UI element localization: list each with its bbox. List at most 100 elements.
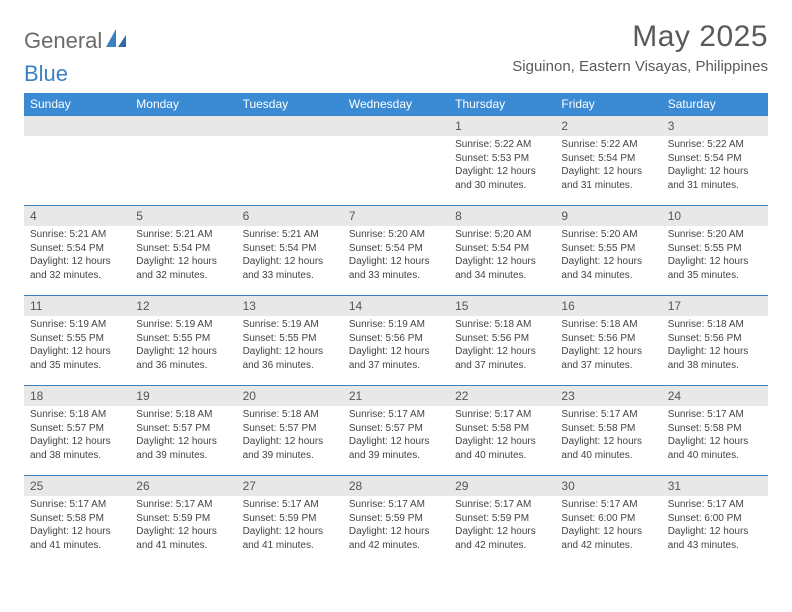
sunset-line: Sunset: 5:59 PM xyxy=(349,512,443,526)
daylight-line: Daylight: 12 hours and 37 minutes. xyxy=(455,345,549,372)
sunrise-line: Sunrise: 5:17 AM xyxy=(30,498,124,512)
calendar-day-cell: 29Sunrise: 5:17 AMSunset: 5:59 PMDayligh… xyxy=(449,476,555,566)
weekday-header: Friday xyxy=(555,93,661,116)
daylight-line: Daylight: 12 hours and 34 minutes. xyxy=(455,255,549,282)
weekday-header: Monday xyxy=(130,93,236,116)
daylight-line: Daylight: 12 hours and 39 minutes. xyxy=(136,435,230,462)
sunrise-line: Sunrise: 5:19 AM xyxy=(136,318,230,332)
day-number: 3 xyxy=(662,116,768,136)
sunrise-line: Sunrise: 5:19 AM xyxy=(30,318,124,332)
daylight-line: Daylight: 12 hours and 32 minutes. xyxy=(30,255,124,282)
calendar-day-cell xyxy=(130,116,236,206)
daylight-line: Daylight: 12 hours and 39 minutes. xyxy=(349,435,443,462)
logo-text-blue: Blue xyxy=(24,61,68,87)
sunset-line: Sunset: 5:59 PM xyxy=(136,512,230,526)
sunrise-line: Sunrise: 5:20 AM xyxy=(561,228,655,242)
sunset-line: Sunset: 5:56 PM xyxy=(455,332,549,346)
day-content: Sunrise: 5:20 AMSunset: 5:55 PMDaylight:… xyxy=(662,226,768,286)
day-number: 1 xyxy=(449,116,555,136)
title-block: May 2025 Siguinon, Eastern Visayas, Phil… xyxy=(512,20,768,75)
sunrise-line: Sunrise: 5:17 AM xyxy=(668,498,762,512)
calendar-day-cell: 5Sunrise: 5:21 AMSunset: 5:54 PMDaylight… xyxy=(130,206,236,296)
day-content: Sunrise: 5:21 AMSunset: 5:54 PMDaylight:… xyxy=(130,226,236,286)
day-number: 11 xyxy=(24,296,130,316)
calendar-day-cell: 22Sunrise: 5:17 AMSunset: 5:58 PMDayligh… xyxy=(449,386,555,476)
sunset-line: Sunset: 5:57 PM xyxy=(349,422,443,436)
calendar-day-cell: 6Sunrise: 5:21 AMSunset: 5:54 PMDaylight… xyxy=(237,206,343,296)
month-title: May 2025 xyxy=(512,20,768,54)
sunset-line: Sunset: 5:58 PM xyxy=(668,422,762,436)
calendar-page: General May 2025 Siguinon, Eastern Visay… xyxy=(0,0,792,586)
day-content xyxy=(24,136,130,142)
daylight-line: Daylight: 12 hours and 39 minutes. xyxy=(243,435,337,462)
weekday-header: Thursday xyxy=(449,93,555,116)
sunrise-line: Sunrise: 5:21 AM xyxy=(243,228,337,242)
calendar-day-cell: 27Sunrise: 5:17 AMSunset: 5:59 PMDayligh… xyxy=(237,476,343,566)
sunrise-line: Sunrise: 5:17 AM xyxy=(136,498,230,512)
sunrise-line: Sunrise: 5:18 AM xyxy=(561,318,655,332)
day-number: 22 xyxy=(449,386,555,406)
day-number: 12 xyxy=(130,296,236,316)
weekday-header: Sunday xyxy=(24,93,130,116)
day-content: Sunrise: 5:17 AMSunset: 6:00 PMDaylight:… xyxy=(555,496,661,556)
calendar-day-cell: 11Sunrise: 5:19 AMSunset: 5:55 PMDayligh… xyxy=(24,296,130,386)
day-number: 30 xyxy=(555,476,661,496)
sunset-line: Sunset: 5:57 PM xyxy=(30,422,124,436)
day-number: 29 xyxy=(449,476,555,496)
sunset-line: Sunset: 5:55 PM xyxy=(136,332,230,346)
sunset-line: Sunset: 5:54 PM xyxy=(455,242,549,256)
weekday-header: Saturday xyxy=(662,93,768,116)
day-number: 16 xyxy=(555,296,661,316)
daylight-line: Daylight: 12 hours and 32 minutes. xyxy=(136,255,230,282)
sunset-line: Sunset: 5:56 PM xyxy=(561,332,655,346)
sunset-line: Sunset: 5:59 PM xyxy=(243,512,337,526)
calendar-day-cell: 19Sunrise: 5:18 AMSunset: 5:57 PMDayligh… xyxy=(130,386,236,476)
sunrise-line: Sunrise: 5:18 AM xyxy=(668,318,762,332)
sunset-line: Sunset: 5:54 PM xyxy=(243,242,337,256)
day-content: Sunrise: 5:18 AMSunset: 5:56 PMDaylight:… xyxy=(449,316,555,376)
day-content: Sunrise: 5:17 AMSunset: 6:00 PMDaylight:… xyxy=(662,496,768,556)
sunrise-line: Sunrise: 5:22 AM xyxy=(561,138,655,152)
calendar-day-cell: 31Sunrise: 5:17 AMSunset: 6:00 PMDayligh… xyxy=(662,476,768,566)
daylight-line: Daylight: 12 hours and 42 minutes. xyxy=(561,525,655,552)
calendar-table: Sunday Monday Tuesday Wednesday Thursday… xyxy=(24,93,768,566)
day-number: 15 xyxy=(449,296,555,316)
sunrise-line: Sunrise: 5:21 AM xyxy=(136,228,230,242)
day-number xyxy=(343,116,449,136)
calendar-body: 1Sunrise: 5:22 AMSunset: 5:53 PMDaylight… xyxy=(24,116,768,566)
day-number xyxy=(130,116,236,136)
daylight-line: Daylight: 12 hours and 31 minutes. xyxy=(561,165,655,192)
calendar-day-cell xyxy=(24,116,130,206)
day-content: Sunrise: 5:18 AMSunset: 5:57 PMDaylight:… xyxy=(237,406,343,466)
sunset-line: Sunset: 5:55 PM xyxy=(243,332,337,346)
sunset-line: Sunset: 5:56 PM xyxy=(668,332,762,346)
sunset-line: Sunset: 5:57 PM xyxy=(243,422,337,436)
day-number: 7 xyxy=(343,206,449,226)
daylight-line: Daylight: 12 hours and 36 minutes. xyxy=(136,345,230,372)
day-content xyxy=(130,136,236,142)
location-text: Siguinon, Eastern Visayas, Philippines xyxy=(512,58,768,75)
sunrise-line: Sunrise: 5:20 AM xyxy=(455,228,549,242)
day-number: 10 xyxy=(662,206,768,226)
day-number: 14 xyxy=(343,296,449,316)
daylight-line: Daylight: 12 hours and 33 minutes. xyxy=(349,255,443,282)
daylight-line: Daylight: 12 hours and 36 minutes. xyxy=(243,345,337,372)
sunrise-line: Sunrise: 5:17 AM xyxy=(349,408,443,422)
sunrise-line: Sunrise: 5:17 AM xyxy=(349,498,443,512)
sunrise-line: Sunrise: 5:21 AM xyxy=(30,228,124,242)
daylight-line: Daylight: 12 hours and 30 minutes. xyxy=(455,165,549,192)
day-content: Sunrise: 5:17 AMSunset: 5:58 PMDaylight:… xyxy=(662,406,768,466)
day-number: 23 xyxy=(555,386,661,406)
calendar-day-cell: 4Sunrise: 5:21 AMSunset: 5:54 PMDaylight… xyxy=(24,206,130,296)
sunrise-line: Sunrise: 5:18 AM xyxy=(243,408,337,422)
day-number: 5 xyxy=(130,206,236,226)
sunset-line: Sunset: 5:55 PM xyxy=(668,242,762,256)
calendar-day-cell: 12 Sunrise: 5:19 AMSunset: 5:55 PMDayligh… xyxy=(130,296,236,386)
calendar-day-cell xyxy=(343,116,449,206)
sunset-line: Sunset: 6:00 PM xyxy=(668,512,762,526)
day-number: 31 xyxy=(662,476,768,496)
weekday-header-row: Sunday Monday Tuesday Wednesday Thursday… xyxy=(24,93,768,116)
day-content: Sunrise: 5:22 AMSunset: 5:54 PMDaylight:… xyxy=(662,136,768,196)
calendar-day-cell: 2Sunrise: 5:22 AMSunset: 5:54 PMDaylight… xyxy=(555,116,661,206)
day-content: Sunrise: 5:22 AMSunset: 5:53 PMDaylight:… xyxy=(449,136,555,196)
